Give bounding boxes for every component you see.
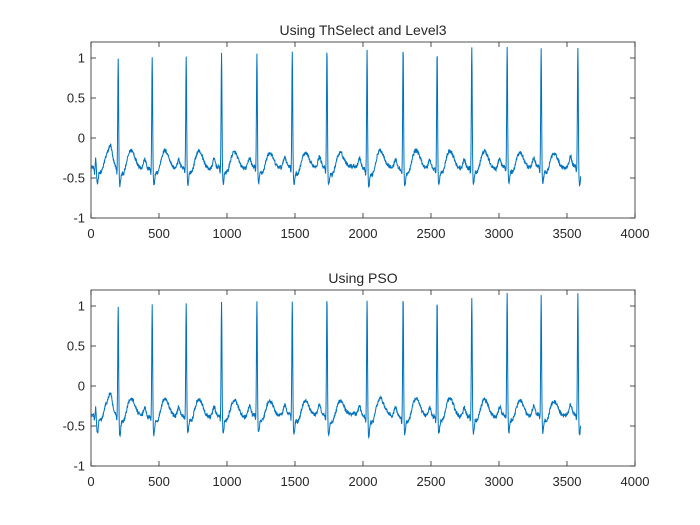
x-tick-label: 1500 bbox=[281, 474, 310, 489]
y-tick-label: -1 bbox=[73, 459, 85, 474]
x-tick-label: 2000 bbox=[349, 226, 378, 241]
y-tick-label: -0.5 bbox=[63, 171, 85, 186]
axes-box bbox=[90, 41, 636, 219]
x-tick-label: 1000 bbox=[213, 226, 242, 241]
x-tick-label: 4000 bbox=[621, 226, 650, 241]
y-tick-label: 0 bbox=[78, 379, 85, 394]
x-tick-label: 3000 bbox=[485, 226, 514, 241]
x-tick-label: 2500 bbox=[417, 226, 446, 241]
x-tick-label: 0 bbox=[87, 226, 94, 241]
x-tick-label: 1000 bbox=[213, 474, 242, 489]
chart-title: Using ThSelect and Level3 bbox=[279, 22, 446, 38]
axes-box bbox=[90, 289, 636, 467]
x-tick-label: 4000 bbox=[621, 474, 650, 489]
x-tick-label: 500 bbox=[148, 474, 170, 489]
y-tick-label: -0.5 bbox=[63, 419, 85, 434]
y-tick-label: 0 bbox=[78, 131, 85, 146]
y-tick-label: 0.5 bbox=[67, 339, 85, 354]
x-tick-label: 2500 bbox=[417, 474, 446, 489]
chart-title: Using PSO bbox=[328, 270, 397, 286]
x-tick-label: 0 bbox=[87, 474, 94, 489]
y-tick-label: 0.5 bbox=[67, 91, 85, 106]
x-tick-label: 3500 bbox=[553, 474, 582, 489]
ecg-series-line bbox=[91, 293, 582, 440]
y-tick-label: 1 bbox=[78, 299, 85, 314]
y-tick-label: 1 bbox=[78, 51, 85, 66]
chart-panel-2: 0 500 1000 1500 2000 2500 3000 3500 4000 -1 -0.5 0 0… bbox=[63, 270, 650, 489]
x-tick-label: 3500 bbox=[553, 226, 582, 241]
x-tick-label: 1500 bbox=[281, 226, 310, 241]
x-tick-label: 500 bbox=[148, 226, 170, 241]
y-tick-label: -1 bbox=[73, 211, 85, 226]
chart-panel-1: 0 500 1000 1500 2000 2500 3000 3500 4000 -1 -0.5 0 0… bbox=[63, 22, 650, 241]
ecg-series-line bbox=[91, 46, 582, 188]
x-tick-label: 3000 bbox=[485, 474, 514, 489]
x-tick-label: 2000 bbox=[349, 474, 378, 489]
